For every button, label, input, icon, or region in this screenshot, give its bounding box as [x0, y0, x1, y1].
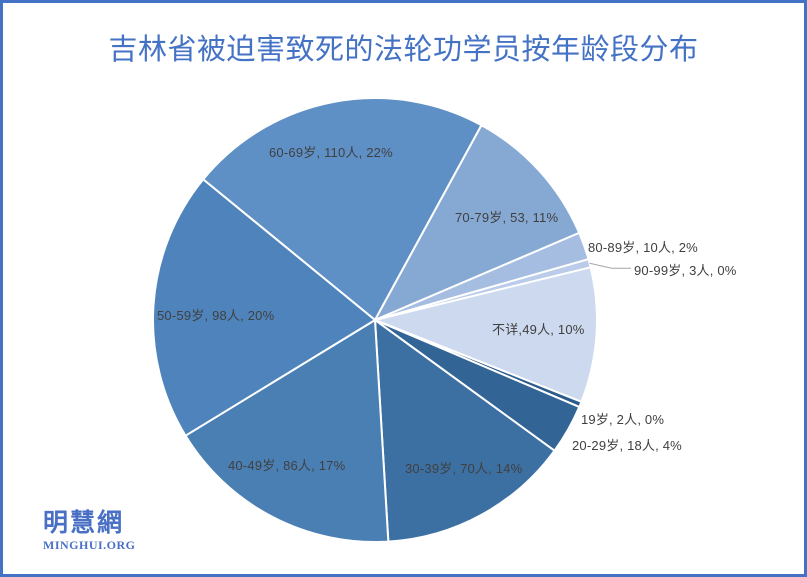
chart-title: 吉林省被迫害致死的法轮功学员按年龄段分布: [108, 34, 699, 66]
slice-label-19: 19岁, 2人, 0%: [581, 412, 665, 427]
pie-slice-1: [374, 124, 581, 321]
logo-chinese-text: 明慧網: [43, 508, 125, 537]
slice-label-unknown: 不详,49人, 10%: [492, 322, 585, 337]
pie-slice-8: [184, 319, 390, 543]
slice-label-40-49: 40-49岁, 86人, 17%: [228, 458, 346, 473]
pie-slice-0: [202, 97, 483, 321]
slice-label-90-99: 90-99岁, 3人, 0%: [634, 263, 737, 278]
slice-label-70-79: 70-79岁, 53, 11%: [455, 210, 559, 225]
leader-line-90-99: [589, 262, 631, 269]
slice-label-80-89: 80-89岁, 10人, 2%: [588, 240, 698, 255]
slice-label-50-59: 50-59岁, 98人, 20%: [157, 308, 275, 323]
pie-slice-4: [374, 266, 598, 403]
pie-slice-9: [152, 178, 376, 437]
minghui-logo: 明慧網 MINGHUI.ORG: [43, 509, 136, 553]
slice-label-20-29: 20-29岁, 18人, 4%: [572, 438, 682, 453]
logo-latin-text: MINGHUI.ORG: [43, 538, 136, 552]
slice-label-60-69: 60-69岁, 110人, 22%: [269, 145, 393, 160]
pie-slice-7: [374, 319, 556, 543]
slice-label-30-39: 30-39岁, 70人, 14%: [405, 461, 523, 476]
